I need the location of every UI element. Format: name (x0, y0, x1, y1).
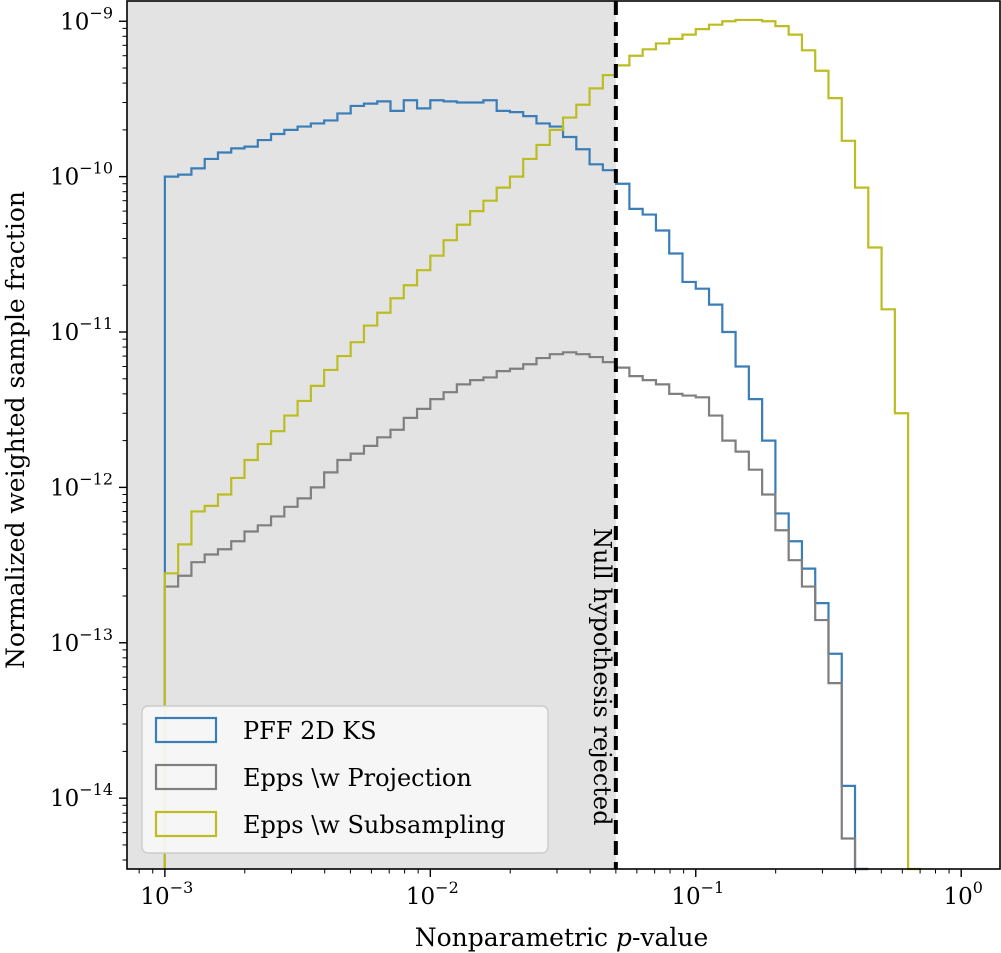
legend-swatch (154, 716, 218, 744)
legend-label: PFF 2D KS (243, 717, 377, 745)
y-tick-label: 10−10 (50, 159, 113, 191)
series-line-epps-w-projection (163, 351, 869, 871)
legend-label: Epps \w Projection (243, 764, 472, 792)
series-line-epps-w-subsampling (163, 18, 922, 871)
x-axis-label: Nonparametric p-value (415, 923, 709, 952)
legend-swatch (154, 763, 218, 791)
legend-swatch (154, 810, 218, 838)
x-tick-label: 10−1 (671, 878, 724, 910)
y-tick-label: 10−9 (60, 3, 113, 35)
plot-frame (126, 0, 1001, 870)
y-tick-label: 10−14 (50, 780, 113, 812)
x-tick-label: 10−2 (406, 878, 459, 910)
threshold-annotation: Null hypothesis rejected (588, 528, 616, 825)
x-tick-label: 100 (943, 878, 982, 910)
y-tick-label: 10−11 (50, 314, 113, 346)
series-line-pff-2d-ks (163, 99, 869, 871)
legend-box (141, 705, 549, 854)
y-tick-label: 10−12 (50, 469, 113, 501)
x-tick-label: 10−3 (140, 878, 193, 910)
y-axis-label: Normalized weighted sample fraction (1, 191, 30, 669)
legend-label: Epps \w Subsampling (243, 811, 506, 839)
y-tick-label: 10−13 (50, 625, 113, 657)
